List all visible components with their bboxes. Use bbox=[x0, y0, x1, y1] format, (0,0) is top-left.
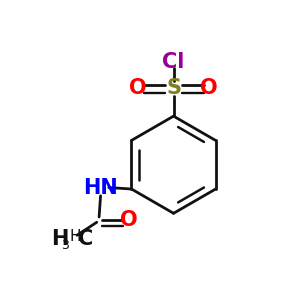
Text: O: O bbox=[120, 210, 137, 230]
Text: O: O bbox=[200, 78, 218, 98]
Text: H: H bbox=[70, 229, 81, 244]
Text: Cl: Cl bbox=[162, 52, 185, 72]
Text: C: C bbox=[79, 230, 94, 249]
Text: 3: 3 bbox=[61, 239, 69, 252]
Text: HN: HN bbox=[83, 178, 118, 197]
Text: S: S bbox=[166, 78, 181, 98]
Text: H: H bbox=[51, 230, 68, 249]
Text: O: O bbox=[129, 78, 147, 98]
